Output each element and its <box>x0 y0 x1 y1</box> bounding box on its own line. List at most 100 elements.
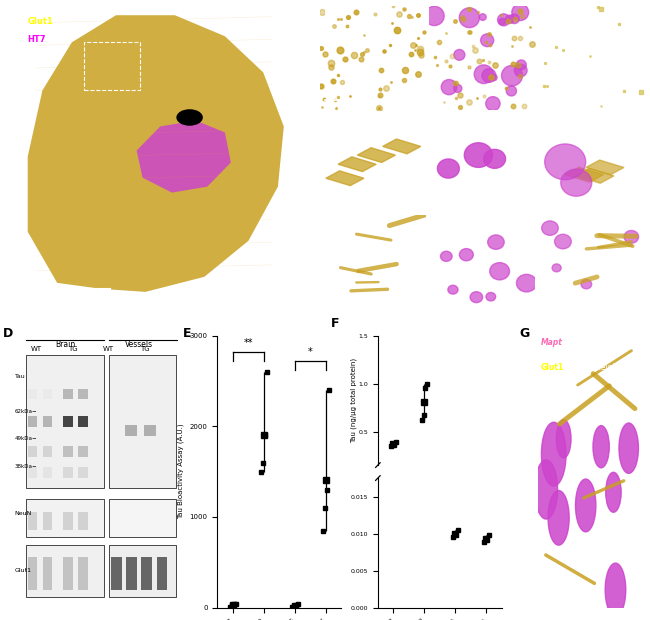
Circle shape <box>488 235 504 249</box>
Circle shape <box>454 50 465 60</box>
Polygon shape <box>338 157 376 172</box>
Circle shape <box>581 280 592 289</box>
Circle shape <box>454 84 462 92</box>
Circle shape <box>516 60 526 70</box>
Text: (in situ): (in situ) <box>582 339 612 347</box>
Y-axis label: Tau Bioactivity Assay (A.U.): Tau Bioactivity Assay (A.U.) <box>177 423 184 520</box>
Text: A: A <box>19 9 29 22</box>
Circle shape <box>556 420 571 458</box>
Circle shape <box>535 460 558 519</box>
Bar <box>109 498 176 537</box>
Bar <box>28 557 37 590</box>
Bar <box>43 416 53 427</box>
Circle shape <box>561 169 592 196</box>
Polygon shape <box>358 148 395 162</box>
Text: Glut1: Glut1 <box>28 17 53 26</box>
Circle shape <box>474 65 493 84</box>
Circle shape <box>554 234 571 249</box>
Circle shape <box>489 263 510 280</box>
Circle shape <box>552 264 561 272</box>
Circle shape <box>441 251 452 262</box>
Text: TG: TG <box>68 345 77 352</box>
Circle shape <box>506 15 514 24</box>
Text: **: ** <box>244 339 253 348</box>
Circle shape <box>464 143 493 167</box>
Bar <box>79 446 88 456</box>
Text: WT: WT <box>31 345 42 352</box>
Bar <box>63 557 73 590</box>
Bar <box>79 389 88 399</box>
Bar <box>43 389 53 399</box>
Polygon shape <box>586 160 624 175</box>
Circle shape <box>497 14 510 26</box>
Text: Tau: Tau <box>15 374 25 379</box>
Circle shape <box>486 97 500 110</box>
Circle shape <box>545 144 586 180</box>
Circle shape <box>460 8 480 28</box>
Text: WT: WT <box>575 9 589 19</box>
Y-axis label: Tau (ng/µg total protein): Tau (ng/µg total protein) <box>350 358 357 443</box>
Circle shape <box>619 423 638 474</box>
Text: WT: WT <box>103 345 114 352</box>
Circle shape <box>510 14 519 24</box>
Circle shape <box>491 74 497 81</box>
Bar <box>111 557 122 590</box>
Bar <box>109 545 176 596</box>
Circle shape <box>470 291 483 303</box>
Circle shape <box>517 274 537 292</box>
Bar <box>63 512 73 530</box>
Text: Vessels: Vessels <box>125 340 153 348</box>
Circle shape <box>541 422 566 486</box>
Text: Glut1: Glut1 <box>541 363 564 372</box>
Polygon shape <box>383 139 421 154</box>
Circle shape <box>593 426 609 468</box>
Bar <box>28 389 37 399</box>
Bar <box>27 545 103 596</box>
Text: B: B <box>324 9 333 22</box>
Text: TG: TG <box>140 345 150 352</box>
Bar <box>28 446 37 456</box>
Circle shape <box>606 472 621 512</box>
Text: 100 μm: 100 μm <box>325 104 349 108</box>
Circle shape <box>441 79 457 95</box>
Circle shape <box>486 293 496 301</box>
Text: D: D <box>3 327 13 340</box>
Bar <box>43 467 53 479</box>
Circle shape <box>437 159 460 178</box>
Circle shape <box>514 64 527 77</box>
Bar <box>157 557 168 590</box>
Circle shape <box>575 479 596 532</box>
Circle shape <box>484 149 506 169</box>
Text: Brain: Brain <box>55 340 75 348</box>
Circle shape <box>548 490 569 545</box>
Circle shape <box>479 14 486 20</box>
Bar <box>142 557 152 590</box>
Bar <box>125 425 137 436</box>
Polygon shape <box>326 171 364 185</box>
Bar <box>63 467 73 479</box>
Circle shape <box>448 285 458 294</box>
Text: HT7: HT7 <box>28 35 46 44</box>
Ellipse shape <box>176 109 203 126</box>
Text: 500 μm: 500 μm <box>34 294 60 300</box>
Bar <box>28 416 37 427</box>
Text: G: G <box>519 327 530 340</box>
Bar <box>79 557 88 590</box>
Text: C: C <box>324 122 333 135</box>
Bar <box>28 512 37 530</box>
Text: 38kDa−: 38kDa− <box>15 464 37 469</box>
Circle shape <box>424 6 444 25</box>
Text: Glut1: Glut1 <box>15 569 32 574</box>
Bar <box>28 467 37 479</box>
Text: 20 μm: 20 μm <box>325 302 343 307</box>
Bar <box>63 446 73 456</box>
Bar <box>79 416 88 427</box>
Circle shape <box>480 34 494 46</box>
Text: 10 μm: 10 μm <box>325 206 343 211</box>
Polygon shape <box>566 167 603 182</box>
Circle shape <box>502 66 523 86</box>
Text: Mapt: Mapt <box>541 339 562 347</box>
Circle shape <box>499 18 506 25</box>
Bar <box>63 389 73 399</box>
Text: TG: TG <box>332 9 345 19</box>
